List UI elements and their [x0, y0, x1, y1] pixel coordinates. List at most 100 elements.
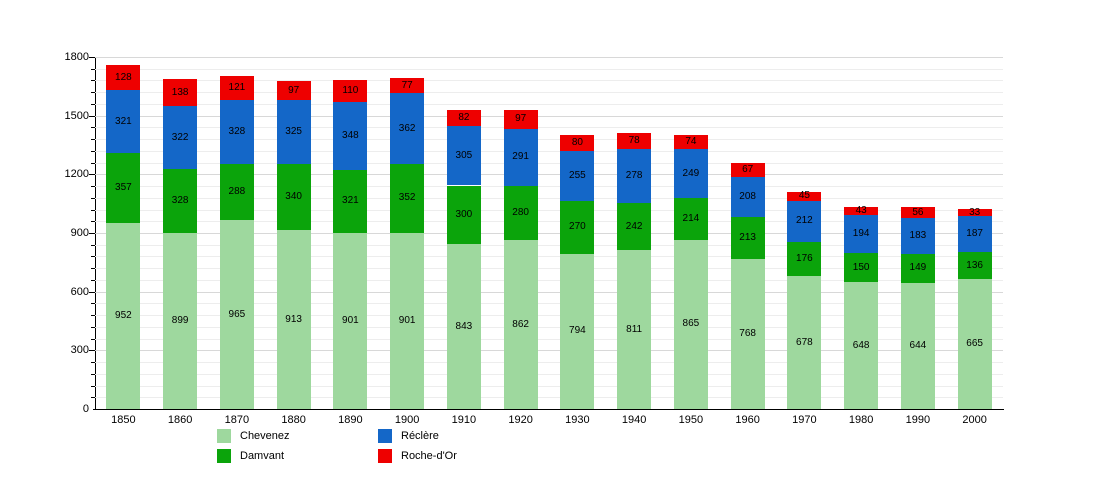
- gridline-major: [95, 174, 1003, 176]
- bar-segment: [787, 200, 822, 242]
- bar-value-label: 249: [682, 167, 700, 179]
- bar-segment: [673, 134, 708, 150]
- legend-label: Damvant: [240, 450, 285, 462]
- gridline-minor: [95, 162, 1003, 164]
- y-axis-label: 600: [70, 285, 89, 298]
- bar-segment: [560, 200, 595, 254]
- y-axis-tick: [91, 221, 95, 223]
- bar-value-label: 187: [966, 228, 983, 240]
- gridline-minor: [95, 338, 1003, 340]
- y-axis-tick: [91, 338, 95, 340]
- bar-value-label: 183: [909, 230, 927, 242]
- bar-value-label: 80: [571, 137, 583, 149]
- legend-label: Réclère: [401, 430, 439, 442]
- bar-value-label: 322: [171, 131, 189, 143]
- bar-value-label: 45: [798, 190, 810, 202]
- y-axis-tick: [91, 80, 95, 82]
- bar-segment: [787, 242, 822, 277]
- gridline-minor: [95, 103, 1003, 105]
- bar-segment: [503, 240, 538, 409]
- bar-value-label: 270: [569, 221, 586, 233]
- bar-segment: [390, 78, 425, 94]
- bar-value-label: 194: [852, 227, 870, 239]
- bar-value-label: 644: [909, 340, 927, 352]
- bar-segment: [617, 250, 652, 409]
- bar-value-label: 362: [398, 122, 416, 134]
- plot-area: 0 300 600 900 1200 1500 1800 952 357 321 128 1850 89…: [65, 51, 1003, 426]
- bar-segment: [844, 252, 879, 283]
- bar-segment: [900, 207, 935, 219]
- bar-value-label: 348: [342, 130, 359, 141]
- x-axis-label: 1880: [281, 414, 306, 426]
- bar-segment: [106, 153, 141, 223]
- bar-value-label: 291: [512, 151, 529, 163]
- y-axis-tick: [91, 92, 95, 94]
- bar-value-label: 121: [228, 81, 246, 93]
- bar-value-label: 280: [512, 207, 529, 219]
- y-axis-tick: [91, 186, 95, 188]
- x-axis-line: [93, 409, 1004, 410]
- gridline-minor: [95, 209, 1003, 211]
- bar-segment: [219, 220, 254, 409]
- bar-value-label: 150: [852, 261, 870, 273]
- gridline-minor: [95, 92, 1003, 94]
- y-axis-tick: [91, 256, 95, 258]
- bar-segment: [276, 81, 311, 101]
- bar-segment: [390, 93, 425, 164]
- bar-value-label: 648: [852, 339, 870, 351]
- y-axis-tick: [91, 162, 95, 164]
- bar-segment: [957, 215, 992, 253]
- bar-segment: [617, 133, 652, 149]
- bar-segment: [390, 232, 425, 409]
- gridline-minor: [95, 303, 1003, 305]
- bar-value-label: 321: [342, 195, 359, 207]
- bar-segment: [957, 278, 992, 409]
- gridline-major: [95, 115, 1003, 117]
- bar-value-label: 901: [342, 314, 359, 326]
- gridline-minor: [95, 127, 1003, 129]
- gridline-minor: [95, 197, 1003, 199]
- x-axis-label: 1890: [338, 414, 363, 426]
- bar-value-label: 665: [966, 337, 983, 349]
- y-axis-tick: [91, 373, 95, 375]
- bar-value-label: 78: [628, 135, 640, 147]
- y-axis-label: 900: [70, 227, 89, 239]
- bar-segment: [673, 239, 708, 409]
- bar-value-label: 913: [285, 313, 302, 325]
- x-axis-label: 2000: [962, 414, 987, 426]
- bar-value-label: 212: [796, 215, 813, 227]
- bar-segment: [163, 169, 198, 234]
- y-axis-tick: [91, 244, 95, 246]
- bar-value-label: 176: [796, 253, 813, 265]
- gridline-minor: [95, 80, 1003, 82]
- bar-segment: [219, 163, 254, 221]
- x-axis-label: 1870: [224, 414, 250, 426]
- legend-swatch: [217, 449, 231, 463]
- x-axis-label: 1980: [848, 414, 874, 426]
- y-axis-label: 1500: [64, 109, 89, 122]
- bar-value-label: 340: [285, 191, 302, 203]
- y-axis-tick: [91, 209, 95, 211]
- bar-segment: [503, 185, 538, 241]
- legend-swatch: [217, 429, 231, 443]
- bar-value-label: 899: [171, 315, 189, 327]
- gridline-minor: [95, 385, 1003, 387]
- bar-value-label: 128: [115, 71, 132, 83]
- y-axis-tick: [91, 150, 95, 152]
- bar-value-label: 97: [288, 84, 300, 96]
- bar-value-label: 328: [228, 125, 246, 137]
- bar-segment: [787, 191, 822, 201]
- y-axis-tick: [91, 197, 95, 199]
- gridline-minor: [95, 362, 1003, 364]
- bar-segment: [333, 232, 368, 409]
- bar-segment: [673, 198, 708, 240]
- bar-value-label: 768: [739, 327, 756, 339]
- gridline-major: [95, 291, 1003, 293]
- x-axis-label: 1990: [905, 414, 931, 426]
- bar-value-label: 136: [966, 259, 983, 271]
- bar-segment: [446, 125, 481, 186]
- y-axis-tick: [91, 385, 95, 387]
- bar-value-label: 352: [398, 192, 416, 204]
- bar-segment: [957, 209, 992, 216]
